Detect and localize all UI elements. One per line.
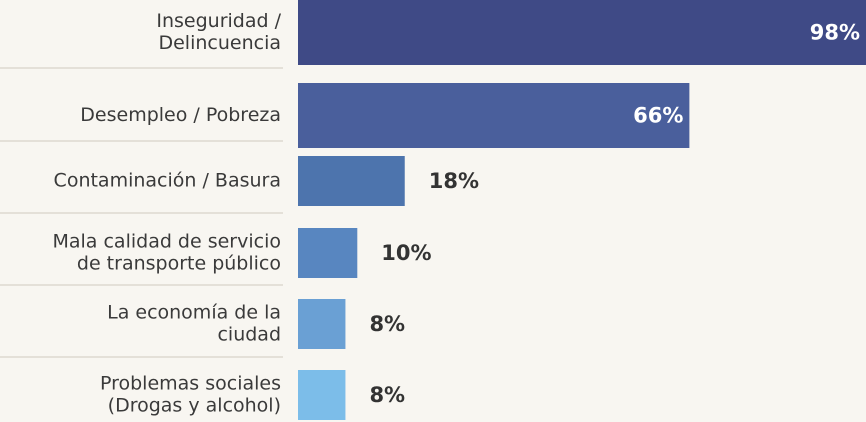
value-label: 8% bbox=[369, 383, 405, 407]
category-label: Problemas sociales bbox=[100, 373, 281, 395]
category-label: de transporte público bbox=[77, 253, 281, 275]
value-label: 18% bbox=[429, 169, 479, 193]
value-label: 8% bbox=[369, 312, 405, 336]
category-label: Inseguridad / bbox=[156, 10, 281, 32]
category-label: (Drogas y alcohol) bbox=[108, 395, 281, 417]
bar bbox=[298, 83, 690, 148]
category-label: ciudad bbox=[217, 324, 281, 346]
bar bbox=[298, 0, 866, 65]
value-label: 98% bbox=[810, 21, 860, 45]
bar bbox=[298, 228, 358, 278]
category-label: Delincuencia bbox=[158, 32, 281, 54]
value-label: 66% bbox=[633, 104, 683, 128]
value-label: 10% bbox=[381, 241, 431, 265]
category-label: Desempleo / Pobreza bbox=[80, 104, 281, 126]
bar bbox=[298, 299, 346, 349]
bar bbox=[298, 370, 346, 420]
bar bbox=[298, 156, 405, 206]
category-label: Mala calidad de servicio bbox=[52, 231, 281, 253]
category-label: La economía de la bbox=[107, 302, 281, 324]
category-label: Contaminación / Basura bbox=[54, 170, 281, 192]
